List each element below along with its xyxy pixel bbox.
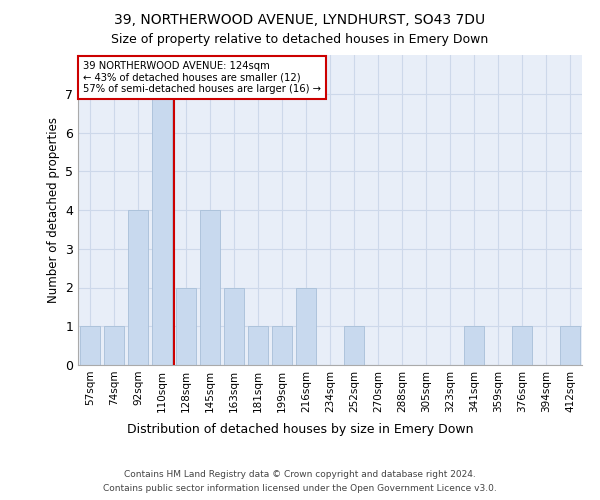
- Bar: [272, 326, 292, 365]
- Bar: [512, 326, 532, 365]
- Text: Size of property relative to detached houses in Emery Down: Size of property relative to detached ho…: [112, 32, 488, 46]
- Bar: [152, 94, 172, 365]
- Text: 39 NORTHERWOOD AVENUE: 124sqm
← 43% of detached houses are smaller (12)
57% of s: 39 NORTHERWOOD AVENUE: 124sqm ← 43% of d…: [83, 61, 321, 94]
- Bar: [200, 210, 220, 365]
- Text: Contains public sector information licensed under the Open Government Licence v3: Contains public sector information licen…: [103, 484, 497, 493]
- Bar: [464, 326, 484, 365]
- Bar: [176, 288, 196, 365]
- Bar: [248, 326, 268, 365]
- Bar: [128, 210, 148, 365]
- Bar: [296, 288, 316, 365]
- Text: Contains HM Land Registry data © Crown copyright and database right 2024.: Contains HM Land Registry data © Crown c…: [124, 470, 476, 479]
- Bar: [344, 326, 364, 365]
- Bar: [104, 326, 124, 365]
- Y-axis label: Number of detached properties: Number of detached properties: [47, 117, 59, 303]
- Bar: [224, 288, 244, 365]
- Text: Distribution of detached houses by size in Emery Down: Distribution of detached houses by size …: [127, 422, 473, 436]
- Bar: [80, 326, 100, 365]
- Bar: [560, 326, 580, 365]
- Text: 39, NORTHERWOOD AVENUE, LYNDHURST, SO43 7DU: 39, NORTHERWOOD AVENUE, LYNDHURST, SO43 …: [115, 12, 485, 26]
